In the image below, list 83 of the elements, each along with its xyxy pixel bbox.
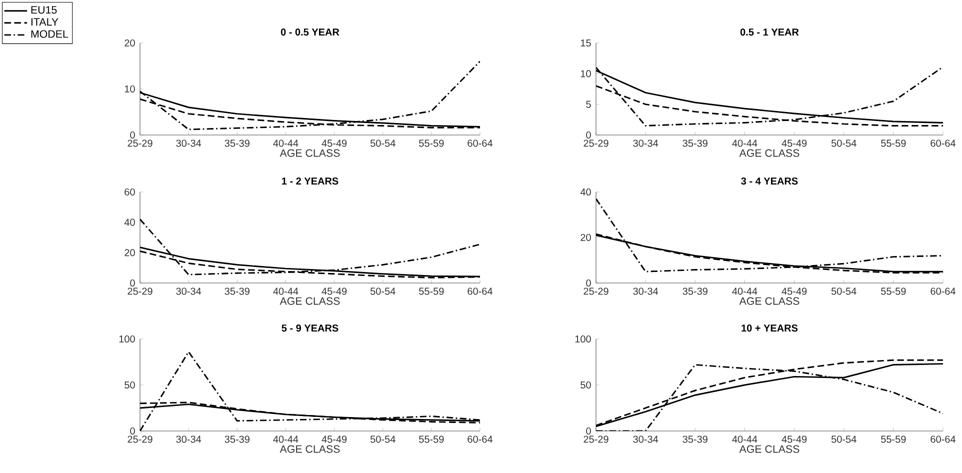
- x-tick-label: 50-54: [370, 288, 396, 295]
- x-tick-label: 60-64: [468, 288, 492, 295]
- y-tick-label: 40: [124, 218, 135, 226]
- x-tick-label: 60-64: [468, 436, 492, 443]
- y-tick-label: 40: [580, 188, 591, 196]
- y-tick-label: 20: [580, 234, 591, 242]
- x-tick-label: 40-44: [732, 140, 758, 147]
- x-tick-label: 35-39: [682, 288, 708, 295]
- x-tick-label: 40-44: [732, 436, 758, 443]
- chart-title: 1 - 2 YEARS: [282, 178, 338, 185]
- y-tick-label: 5: [586, 100, 591, 108]
- x-tick-label: 45-49: [322, 288, 347, 295]
- y-tick-label: 0: [586, 131, 591, 139]
- x-tick-label: 50-54: [831, 288, 856, 295]
- x-tick-label: 30-34: [633, 140, 658, 147]
- y-tick-label: 100: [119, 335, 135, 343]
- x-tick-label: 50-54: [370, 140, 396, 147]
- x-tick-label: 55-59: [419, 140, 444, 147]
- x-tick-label: 50-54: [831, 436, 856, 443]
- x-tick-label: 25-29: [128, 436, 152, 443]
- y-tick-label: 10: [580, 70, 591, 78]
- x-tick-label: 45-49: [322, 436, 347, 443]
- x-tick-label: 55-59: [881, 140, 906, 147]
- x-tick-label: 60-64: [930, 288, 956, 295]
- x-tick-label: 55-59: [419, 436, 444, 443]
- legend-label: ITALY: [31, 18, 58, 26]
- y-tick-label: 0: [130, 131, 135, 139]
- chart-title: 0 - 0.5 YEAR: [280, 28, 340, 36]
- chart-title: 0.5 - 1 YEAR: [740, 28, 799, 36]
- x-tick-label: 30-34: [633, 288, 658, 295]
- x-axis-title: AGE CLASS: [280, 297, 340, 305]
- x-tick-label: 50-54: [370, 436, 396, 443]
- x-tick-label: 30-34: [176, 140, 202, 147]
- x-tick-label: 50-54: [831, 140, 856, 147]
- x-tick-label: 25-29: [128, 288, 152, 295]
- x-tick-label: 45-49: [782, 140, 807, 147]
- y-tick-label: 10: [124, 85, 135, 93]
- x-tick-label: 25-29: [584, 140, 608, 147]
- x-tick-label: 35-39: [682, 140, 708, 147]
- x-tick-label: 35-39: [224, 288, 250, 295]
- x-tick-label: 35-39: [682, 436, 708, 443]
- legend-label: MODEL: [31, 30, 68, 38]
- x-tick-label: 30-34: [176, 288, 202, 295]
- x-tick-label: 40-44: [732, 288, 758, 295]
- y-tick-label: 60: [124, 188, 135, 196]
- y-tick-label: 0: [586, 279, 591, 287]
- chart-title: 10 + YEARS: [742, 324, 798, 332]
- y-tick-label: 100: [575, 335, 591, 343]
- y-tick-label: 50: [124, 381, 135, 389]
- x-tick-label: 25-29: [584, 288, 608, 295]
- chart-title: 3 - 4 YEARS: [741, 178, 798, 185]
- y-tick-label: 20: [124, 39, 135, 47]
- chart-title: 5 - 9 YEARS: [282, 324, 338, 332]
- x-tick-label: 30-34: [176, 436, 202, 443]
- x-tick-label: 60-64: [930, 140, 956, 147]
- x-tick-label: 55-59: [881, 436, 906, 443]
- y-tick-label: 0: [130, 279, 135, 287]
- x-tick-label: 60-64: [468, 140, 492, 147]
- x-tick-label: 40-44: [273, 140, 298, 147]
- x-tick-label: 45-49: [782, 436, 807, 443]
- x-tick-label: 25-29: [584, 436, 608, 443]
- x-tick-label: 40-44: [273, 436, 298, 443]
- x-axis-title: AGE CLASS: [280, 149, 340, 157]
- y-tick-label: 0: [130, 427, 135, 435]
- y-tick-label: 15: [580, 40, 591, 46]
- y-tick-label: 20: [124, 249, 135, 256]
- y-tick-label: 50: [580, 381, 591, 389]
- x-tick-label: 35-39: [224, 140, 250, 147]
- x-tick-label: 30-34: [633, 436, 658, 443]
- x-tick-label: 45-49: [782, 288, 807, 295]
- x-tick-label: 40-44: [273, 288, 298, 295]
- x-axis-title: AGE CLASS: [739, 149, 800, 157]
- x-tick-label: 35-39: [224, 436, 250, 443]
- legend-label: EU15: [31, 6, 57, 14]
- x-axis-title: AGE CLASS: [739, 445, 800, 453]
- x-tick-label: 60-64: [930, 436, 956, 443]
- x-axis-title: AGE CLASS: [280, 445, 340, 453]
- x-tick-label: 55-59: [419, 288, 444, 295]
- x-tick-label: 25-29: [128, 140, 152, 147]
- x-tick-label: 45-49: [322, 140, 347, 147]
- x-axis-title: AGE CLASS: [739, 297, 800, 305]
- y-tick-label: 0: [586, 427, 591, 435]
- x-tick-label: 55-59: [881, 288, 906, 295]
